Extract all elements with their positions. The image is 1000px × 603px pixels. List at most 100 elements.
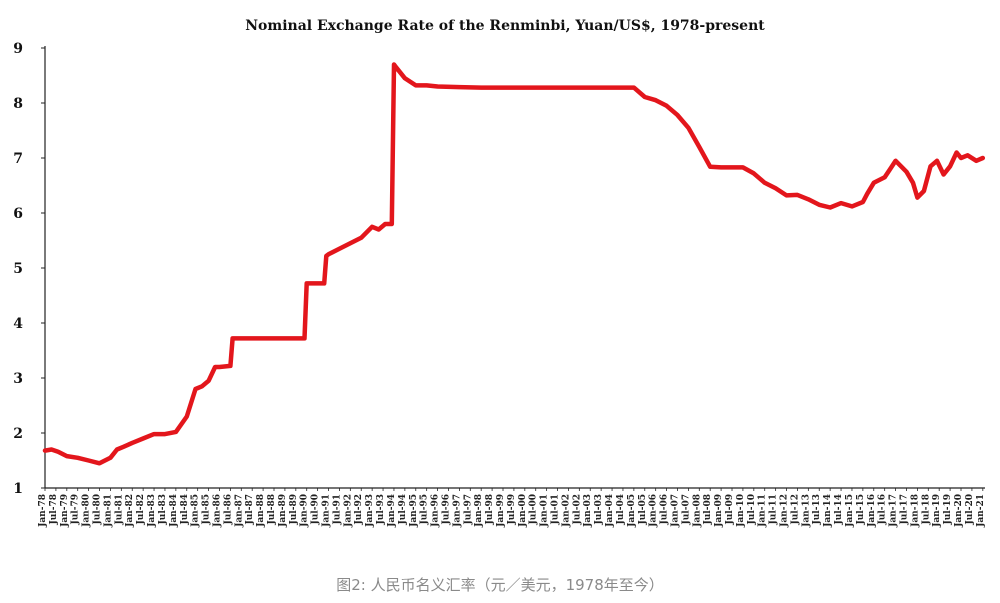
x-tick-label: Jul-89 bbox=[289, 494, 299, 525]
y-tick-label: 6 bbox=[13, 206, 23, 222]
x-tick-label: Jan-90 bbox=[300, 494, 310, 528]
x-tick-label: Jul-94 bbox=[398, 494, 408, 525]
x-tick-label: Jan-04 bbox=[605, 494, 615, 528]
y-tick-label: 9 bbox=[13, 41, 23, 57]
x-tick-label: Jul-93 bbox=[376, 494, 386, 525]
x-tick-label: Jul-00 bbox=[529, 494, 539, 525]
x-tick-label: Jan-83 bbox=[147, 494, 157, 528]
x-tick-label: Jul-13 bbox=[812, 494, 822, 525]
x-tick-label: Jan-91 bbox=[322, 494, 332, 528]
x-tick-label: Jan-13 bbox=[801, 494, 811, 528]
x-tick-label: Jul-17 bbox=[899, 494, 909, 525]
x-tick-label: Jan-21 bbox=[976, 494, 986, 528]
x-tick-label: Jan-95 bbox=[409, 494, 419, 528]
x-tick-label: Jan-11 bbox=[758, 494, 768, 528]
x-tick-label: Jan-01 bbox=[540, 494, 550, 528]
x-tick-label: Jan-94 bbox=[387, 494, 397, 528]
x-tick-label: Jul-90 bbox=[311, 494, 321, 525]
x-tick-label: Jul-20 bbox=[965, 494, 975, 525]
x-tick-label: Jan-02 bbox=[561, 494, 571, 528]
x-tick-label: Jul-02 bbox=[572, 494, 582, 525]
x-tick-label: Jan-10 bbox=[736, 494, 746, 528]
x-tick-label: Jul-95 bbox=[420, 494, 430, 525]
x-tick-label: Jan-08 bbox=[692, 494, 702, 528]
x-tick-label: Jan-17 bbox=[889, 494, 899, 528]
x-tick-label: Jan-20 bbox=[954, 494, 964, 528]
x-tick-label: Jul-84 bbox=[180, 494, 190, 525]
y-tick-label: 7 bbox=[13, 151, 23, 167]
x-tick-label: Jul-19 bbox=[943, 494, 953, 525]
x-tick-label: Jan-15 bbox=[845, 494, 855, 528]
x-tick-label: Jan-85 bbox=[191, 494, 201, 528]
y-tick-label: 4 bbox=[13, 316, 23, 332]
x-tick-label: Jul-03 bbox=[594, 494, 604, 525]
x-tick-label: Jul-99 bbox=[507, 494, 517, 525]
x-tick-label: Jan-09 bbox=[714, 494, 724, 528]
x-tick-label: Jan-19 bbox=[932, 494, 942, 528]
x-tick-label: Jul-09 bbox=[725, 494, 735, 525]
x-tick-label: Jan-12 bbox=[780, 494, 790, 528]
x-tick-label: Jan-14 bbox=[823, 494, 833, 528]
x-tick-label: Jan-05 bbox=[627, 494, 637, 528]
x-tick-label: Jul-16 bbox=[878, 494, 888, 525]
x-tick-label: Jul-18 bbox=[921, 494, 931, 525]
x-tick-label: Jan-16 bbox=[867, 494, 877, 528]
x-tick-label: Jan-84 bbox=[169, 494, 179, 528]
x-tick-label: Jan-78 bbox=[38, 494, 48, 528]
x-tick-label: Jan-98 bbox=[474, 494, 484, 528]
x-tick-label: Jan-86 bbox=[212, 494, 222, 528]
x-tick-label: Jul-07 bbox=[681, 494, 691, 525]
x-tick-label: Jul-04 bbox=[616, 494, 626, 525]
x-tick-label: Jan-81 bbox=[103, 494, 113, 528]
x-tick-label: Jan-18 bbox=[910, 494, 920, 528]
x-tick-label: Jan-87 bbox=[234, 494, 244, 528]
x-tick-label: Jan-06 bbox=[649, 494, 659, 528]
x-tick-label: Jul-97 bbox=[463, 494, 473, 525]
x-tick-label: Jul-86 bbox=[223, 494, 233, 525]
x-tick-label: Jul-96 bbox=[441, 494, 451, 525]
x-tick-label: Jan-07 bbox=[670, 494, 680, 528]
chart: Nominal Exchange Rate of the Renminbi, Y… bbox=[13, 18, 986, 528]
x-tick-label: Jul-88 bbox=[267, 494, 277, 525]
series-line bbox=[42, 62, 986, 466]
x-tick-label: Jul-01 bbox=[551, 494, 561, 525]
x-tick-label: Jul-10 bbox=[747, 494, 757, 525]
x-tick-label: Jul-05 bbox=[638, 494, 648, 525]
x-tick-label: Jul-83 bbox=[158, 494, 168, 525]
chart-title: Nominal Exchange Rate of the Renminbi, Y… bbox=[245, 18, 765, 34]
x-tick-label: Jan-03 bbox=[583, 494, 593, 528]
x-tick-label: Jul-11 bbox=[769, 494, 779, 525]
x-tick-label: Jul-15 bbox=[856, 494, 866, 525]
x-tick-label: Jul-98 bbox=[485, 494, 495, 525]
y-tick-label: 2 bbox=[13, 426, 23, 442]
x-tick-label: Jan-96 bbox=[431, 494, 441, 528]
x-tick-label: Jan-99 bbox=[496, 494, 506, 528]
x-tick-label: Jan-89 bbox=[278, 494, 288, 528]
x-tick-label: Jan-82 bbox=[125, 494, 135, 528]
x-tick-label: Jul-87 bbox=[245, 494, 255, 525]
x-tick-label: Jan-88 bbox=[256, 494, 266, 528]
x-tick-label: Jul-92 bbox=[354, 494, 364, 525]
x-tick-label: Jan-93 bbox=[365, 494, 375, 528]
x-tick-label: Jan-80 bbox=[82, 494, 92, 528]
y-tick-label: 3 bbox=[13, 371, 23, 387]
x-tick-label: Jul-81 bbox=[114, 494, 124, 525]
x-tick-label: Jul-12 bbox=[790, 494, 800, 525]
x-tick-label: Jan-97 bbox=[452, 494, 462, 528]
x-tick-label: Jul-08 bbox=[703, 494, 713, 525]
x-tick-label: Jul-85 bbox=[202, 494, 212, 525]
x-tick-label: Jul-80 bbox=[93, 494, 103, 525]
x-tick-label: Jul-78 bbox=[49, 494, 59, 525]
x-tick-label: Jan-92 bbox=[343, 494, 353, 528]
x-tick-label: Jul-91 bbox=[332, 494, 342, 525]
y-tick-label: 5 bbox=[13, 261, 23, 277]
x-tick-label: Jan-79 bbox=[60, 494, 70, 528]
line-chart: Nominal Exchange Rate of the Renminbi, Y… bbox=[13, 18, 986, 528]
x-tick-label: Jul-82 bbox=[136, 494, 146, 525]
y-tick-label: 1 bbox=[13, 481, 23, 497]
x-tick-label: Jul-79 bbox=[71, 494, 81, 525]
x-tick-label: Jan-00 bbox=[518, 494, 528, 528]
y-tick-label: 8 bbox=[13, 96, 23, 112]
x-tick-label: Jul-14 bbox=[834, 494, 844, 525]
x-tick-label: Jul-06 bbox=[660, 494, 670, 525]
